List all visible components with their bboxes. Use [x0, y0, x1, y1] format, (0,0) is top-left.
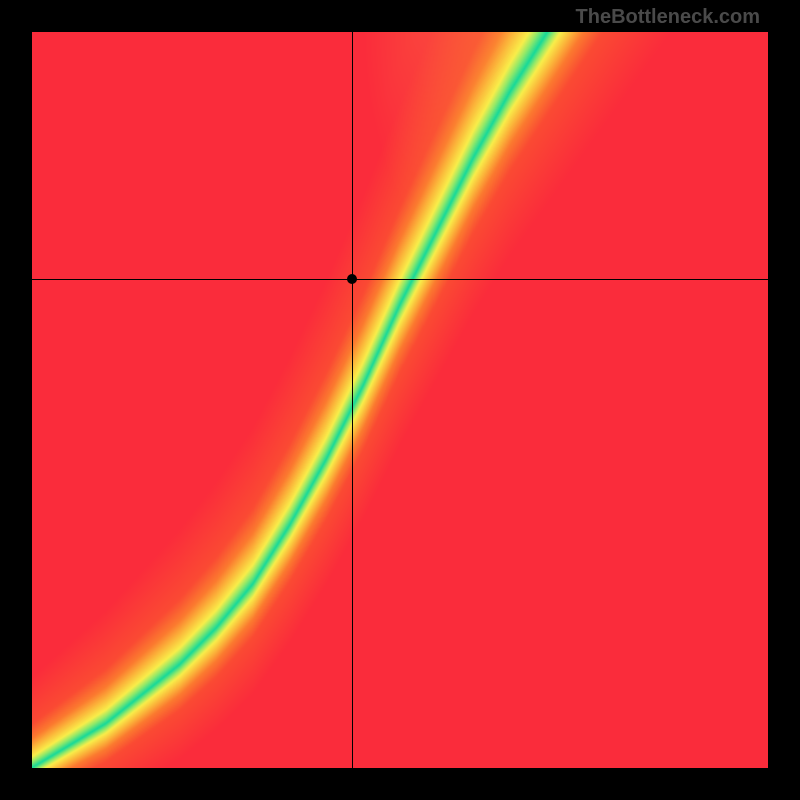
watermark-text: TheBottleneck.com	[576, 6, 760, 29]
heatmap-canvas	[32, 32, 768, 768]
heatmap-plot	[32, 32, 768, 768]
